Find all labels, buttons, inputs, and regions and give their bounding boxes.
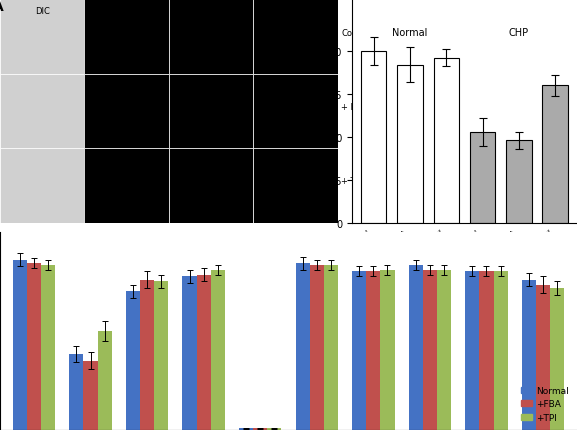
Text: FITC: FITC bbox=[202, 7, 220, 15]
Bar bbox=[253, 428, 267, 430]
Text: Control: Control bbox=[341, 29, 372, 38]
Bar bbox=[239, 428, 253, 430]
Bar bbox=[13, 260, 27, 430]
Bar bbox=[310, 265, 324, 430]
Bar bbox=[126, 292, 140, 430]
Bar bbox=[470, 132, 495, 224]
Bar bbox=[479, 272, 493, 430]
Bar bbox=[0, 74, 84, 149]
Y-axis label: % Viability: % Viability bbox=[308, 86, 318, 138]
Bar bbox=[69, 354, 84, 430]
Text: DIC: DIC bbox=[35, 7, 50, 15]
Bar bbox=[253, 149, 338, 224]
Text: + FBA: + FBA bbox=[341, 103, 367, 112]
Bar bbox=[0, 0, 84, 74]
Text: DAPI: DAPI bbox=[117, 7, 137, 15]
Bar bbox=[84, 149, 169, 224]
Text: B: B bbox=[318, 0, 329, 9]
Text: Normal: Normal bbox=[392, 28, 428, 38]
Text: + TPI: + TPI bbox=[341, 177, 364, 186]
Bar bbox=[361, 52, 387, 224]
Bar bbox=[423, 270, 437, 430]
Bar bbox=[536, 285, 550, 430]
Bar bbox=[0, 149, 84, 224]
Bar bbox=[324, 265, 338, 430]
Bar bbox=[41, 265, 55, 430]
Bar bbox=[433, 58, 459, 224]
Bar bbox=[84, 361, 98, 430]
Bar bbox=[169, 149, 253, 224]
Bar bbox=[84, 0, 169, 74]
Bar bbox=[98, 331, 112, 430]
Bar bbox=[84, 74, 169, 149]
Bar bbox=[522, 280, 536, 430]
Bar bbox=[253, 74, 338, 149]
Bar bbox=[397, 65, 422, 224]
Text: CHP: CHP bbox=[509, 28, 529, 38]
Text: A: A bbox=[0, 0, 4, 14]
Text: Merged: Merged bbox=[280, 7, 312, 15]
Bar bbox=[493, 272, 508, 430]
Bar bbox=[253, 0, 338, 74]
Bar bbox=[409, 265, 423, 430]
Bar bbox=[352, 272, 366, 430]
Bar bbox=[366, 272, 380, 430]
Bar bbox=[169, 0, 253, 74]
Bar bbox=[140, 280, 154, 430]
Bar bbox=[550, 288, 564, 430]
Bar bbox=[380, 270, 395, 430]
Bar bbox=[542, 86, 568, 224]
Bar bbox=[295, 264, 310, 430]
Bar bbox=[27, 264, 41, 430]
Bar bbox=[169, 74, 253, 149]
Bar bbox=[506, 141, 531, 224]
Bar bbox=[267, 428, 282, 430]
Bar bbox=[211, 270, 225, 430]
Bar bbox=[465, 272, 479, 430]
Bar bbox=[182, 277, 197, 430]
Bar bbox=[437, 270, 451, 430]
Bar bbox=[154, 282, 168, 430]
Bar bbox=[197, 275, 211, 430]
Legend: Normal, +FBA, +TPI: Normal, +FBA, +TPI bbox=[517, 382, 572, 426]
